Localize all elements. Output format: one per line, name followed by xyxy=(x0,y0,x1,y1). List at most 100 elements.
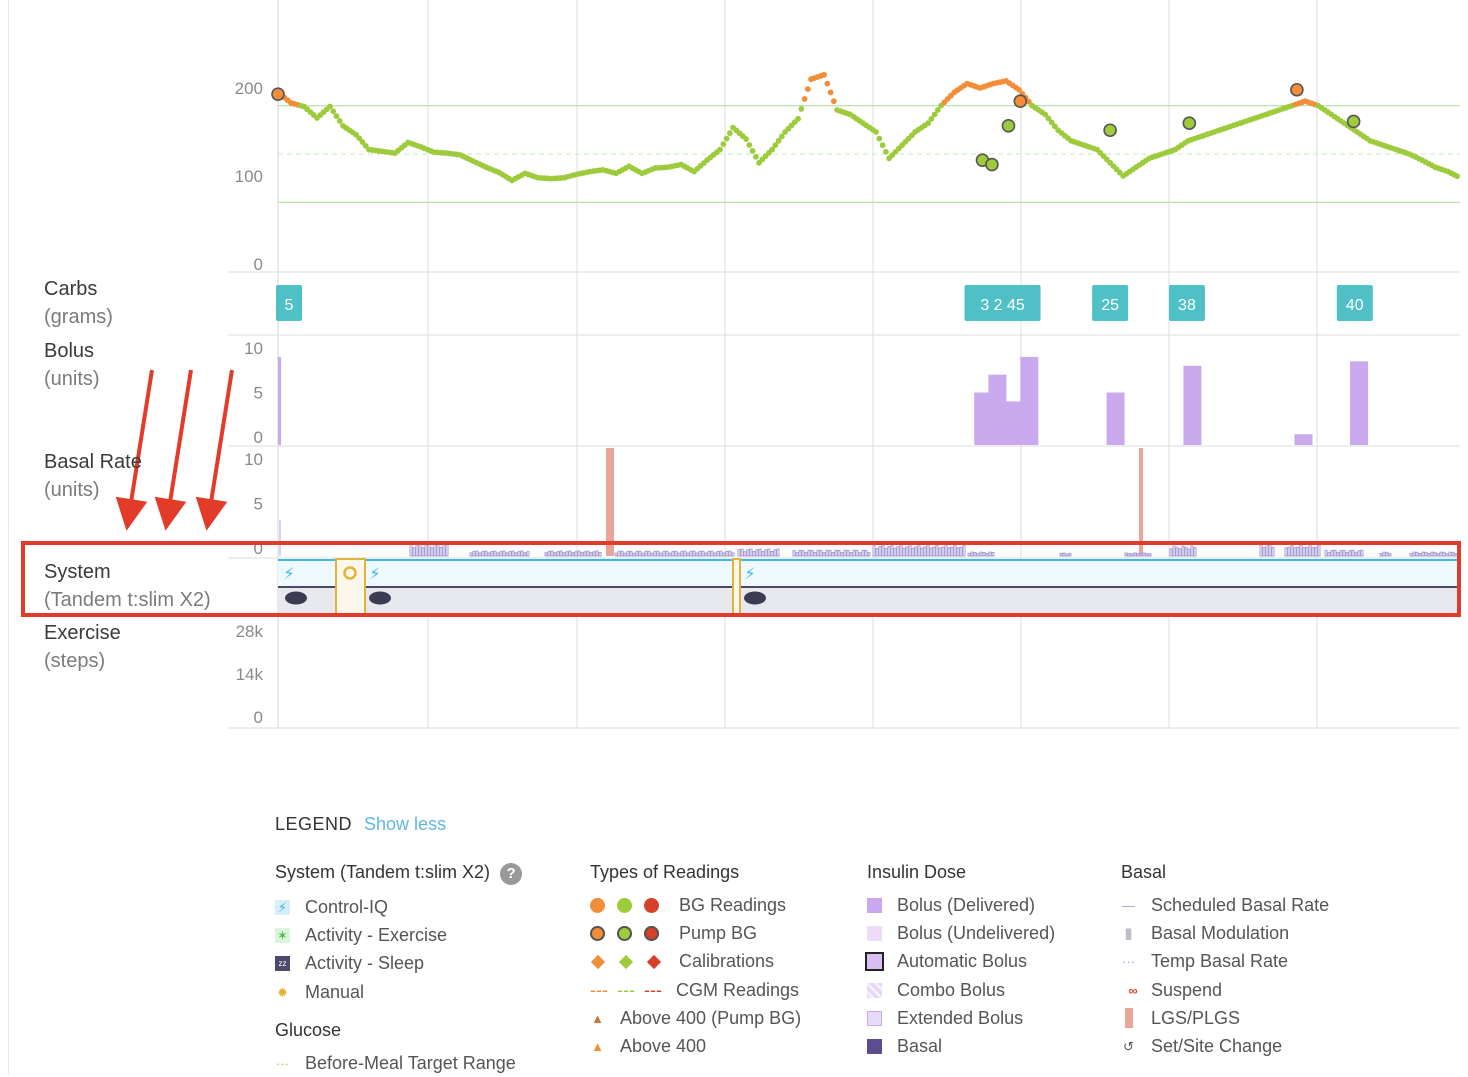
basal-modulation-bar xyxy=(749,548,753,557)
cgm-reading xyxy=(752,153,759,160)
basal-modulation-bar xyxy=(1333,549,1337,557)
basal-modulation-bar xyxy=(1317,544,1321,557)
legend: LEGEND Show less System (Tandem t:slim X2… xyxy=(275,814,1425,1073)
sleep-cloud-icon xyxy=(744,591,766,605)
pump-bg-reading xyxy=(1001,119,1016,133)
combo-bolus-swatch-icon xyxy=(867,982,882,998)
bolus-bar xyxy=(1002,401,1021,445)
basal-modulation-bar xyxy=(614,552,618,557)
basal-modulation-bar xyxy=(1314,546,1318,557)
legend-item-pump-bg: Pump BG xyxy=(590,919,801,947)
basal-modulation-bar xyxy=(840,552,844,557)
low-diamond-icon xyxy=(646,954,662,969)
legend-item-label: Above 400 (Pump BG) xyxy=(620,1007,802,1028)
basal-row-label: Basal Rate (units) xyxy=(44,448,142,504)
cgm-reading xyxy=(723,135,730,142)
basal-modulation-bar xyxy=(722,552,726,557)
legend-item-bg-readings: BG Readings xyxy=(590,891,801,919)
basal-modulation-bar xyxy=(469,552,473,557)
basal-modulation-bar xyxy=(1418,553,1422,557)
basal-modulation-bar xyxy=(1448,551,1452,557)
basal-modulation-bar xyxy=(1345,551,1349,557)
basal-modulation-bar xyxy=(629,550,633,557)
basal-modulation-bar xyxy=(728,550,732,557)
basal-modulation-bar xyxy=(1382,551,1386,557)
legend-item-label: Basal Modulation xyxy=(1151,922,1290,943)
bolus-row-label: Bolus (units) xyxy=(44,337,100,393)
cgm-reading xyxy=(743,136,749,142)
basal-modulation-bar xyxy=(571,552,575,557)
basal-modulation-bar xyxy=(1068,552,1072,557)
legend-item-combo-bolus: Combo Bolus xyxy=(867,976,1055,1004)
basal-modulation-bar xyxy=(725,551,729,557)
lgs-bar xyxy=(606,448,614,556)
basal-modulation-bar xyxy=(855,549,859,557)
cgm-reading xyxy=(931,111,938,118)
basal-modulation-bar xyxy=(412,547,416,557)
basal-modulation-bar xyxy=(1339,550,1343,557)
basal-modulation-bar xyxy=(1342,549,1346,557)
legend-item-label: Control-IQ xyxy=(305,896,389,917)
basal-modulation-bar xyxy=(890,544,894,557)
basal-modulation-bar xyxy=(743,551,747,557)
basal-modulation-bar xyxy=(1184,547,1188,557)
basal-modulation-bar xyxy=(795,551,799,557)
in-range-ring-icon xyxy=(617,925,632,941)
basal-modulation-bar xyxy=(544,552,548,557)
legend-item-above-400-pump: ▲ Above 400 (Pump BG) xyxy=(590,1004,801,1032)
cgm-reading xyxy=(830,98,837,105)
basal-modulation-bar xyxy=(816,549,820,557)
basal-title: Basal Rate xyxy=(44,451,142,473)
basal-modulation-bar xyxy=(1330,550,1334,557)
cgm-reading xyxy=(1042,111,1049,118)
basal-modulation-bar xyxy=(1190,545,1194,557)
in-range-dot-icon xyxy=(617,897,632,913)
cgm-reading xyxy=(934,107,941,113)
help-icon[interactable]: ? xyxy=(500,863,523,885)
basal-modulation-bar xyxy=(577,550,581,557)
basal-modulation-bar xyxy=(1169,548,1173,557)
basal-modulation-bar xyxy=(656,550,660,557)
basal-modulation-bar xyxy=(950,546,954,557)
extended-bolus-swatch-icon xyxy=(867,1010,882,1026)
basal-modulation-bar xyxy=(421,547,425,557)
cgm-reading xyxy=(873,129,879,135)
cgm-reading xyxy=(772,142,779,149)
cgm-reading xyxy=(1045,115,1052,122)
bar-chart-icon: ▮ xyxy=(1124,924,1133,942)
basal-modulation-bar xyxy=(938,547,942,557)
basal-modulation-bar xyxy=(967,552,971,557)
basal-modulation-bar xyxy=(813,551,817,557)
legend-item-label: LGS/PLGS xyxy=(1151,1007,1241,1028)
basal-modulation-bar xyxy=(908,544,912,557)
in-range-diamond-icon xyxy=(618,954,634,969)
basal-modulation-bar xyxy=(1065,553,1069,557)
cgm-reading xyxy=(720,141,727,148)
chart-frame xyxy=(8,0,1468,1074)
legend-item-bolus-delivered: Bolus (Delivered) xyxy=(867,891,1055,919)
basal-modulation-bar xyxy=(810,550,814,557)
basal-modulation-bar xyxy=(976,552,980,557)
show-less-link[interactable]: Show less xyxy=(364,814,447,834)
legend-item-label: Calibrations xyxy=(679,951,775,972)
legend-item-site-change: ↺ Set/Site Change xyxy=(1121,1032,1329,1060)
basal-modulation-bar xyxy=(926,544,930,557)
basal-modulation-bar xyxy=(875,547,879,557)
bg-tick-label: 200 xyxy=(235,79,263,98)
basal-modulation-bar xyxy=(1385,551,1389,557)
legend-title: LEGEND xyxy=(275,814,353,834)
basal-modulation-bar xyxy=(843,549,847,557)
legend-item-label: Activity - Exercise xyxy=(305,924,448,945)
basal-modulation-bar xyxy=(887,546,891,557)
basal-modulation-bar xyxy=(574,551,578,557)
in-range-dash-icon: ‑‑‑ xyxy=(617,979,635,1000)
carb-label: 40 xyxy=(1346,297,1364,314)
pump-bg-reading xyxy=(1182,116,1197,130)
basal-modulation-bar xyxy=(920,547,924,557)
bg-tick-label: 100 xyxy=(235,167,263,186)
pump-bg-reading xyxy=(985,157,999,172)
basal-modulation-bar xyxy=(662,550,666,557)
carb-entry xyxy=(1168,285,1205,321)
carb-entry xyxy=(1336,285,1373,321)
basal-modulation-bar xyxy=(991,551,995,557)
